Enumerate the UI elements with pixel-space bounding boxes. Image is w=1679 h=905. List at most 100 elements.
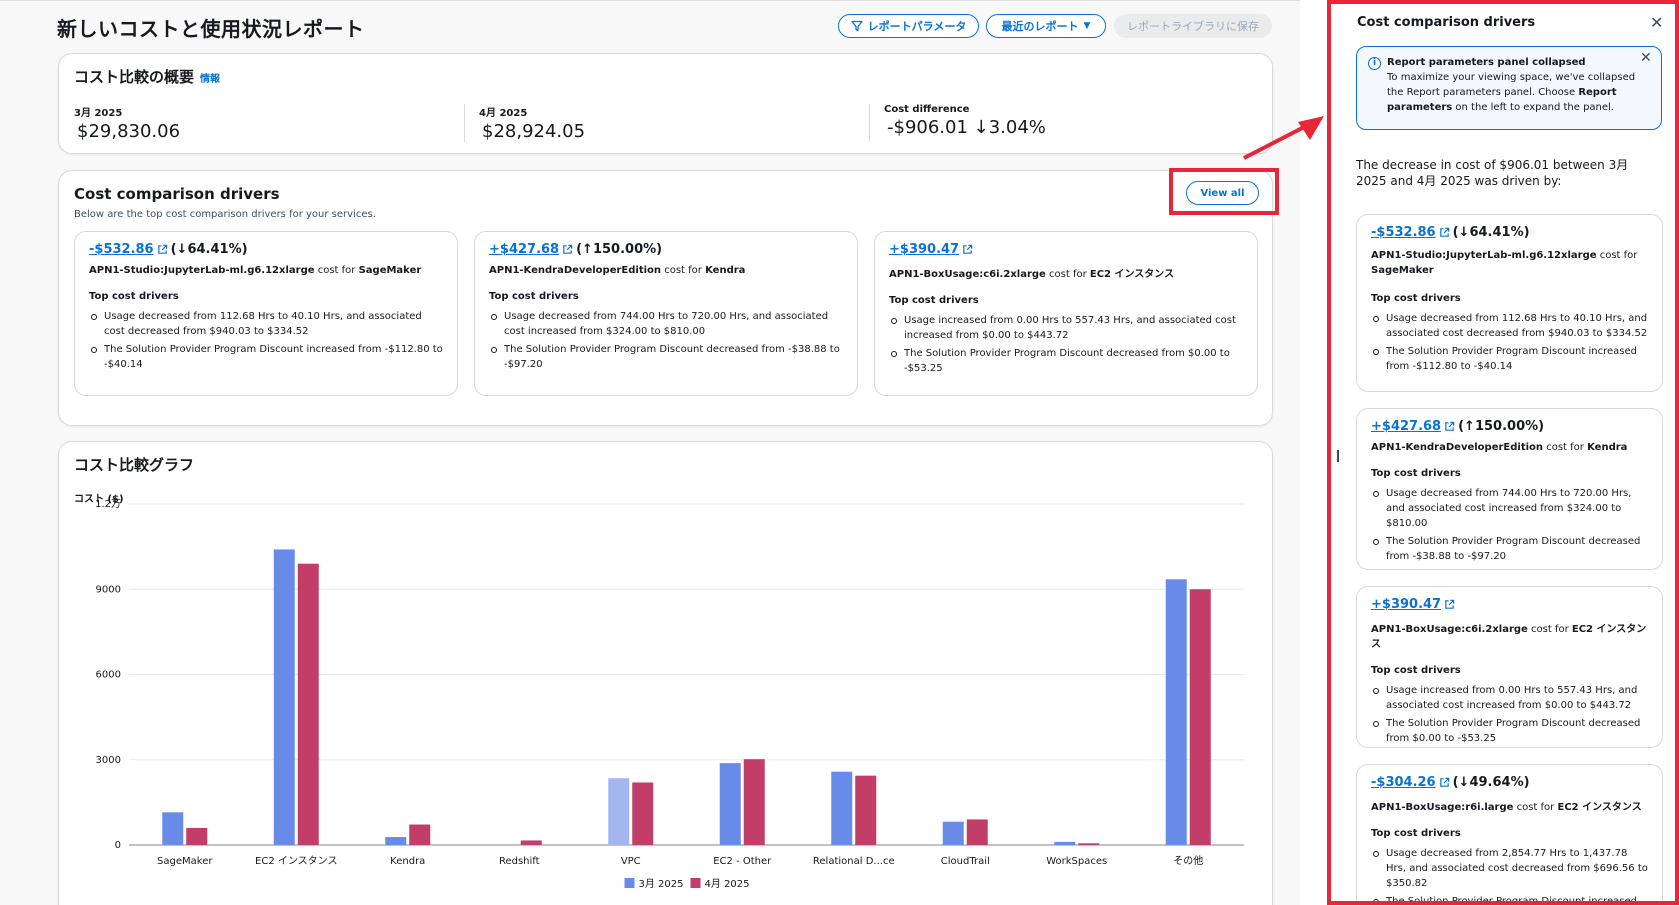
driver-item: APN1-BoxUsage:c6i.2xlarge [889, 269, 1046, 280]
x-tick-label: VPC [621, 856, 641, 867]
resize-handle[interactable] [1337, 450, 1339, 462]
recent-reports-button[interactable]: 最近のレポート ▼ [986, 14, 1106, 38]
driver-amount-link[interactable]: -$304.26 [1371, 775, 1436, 790]
bar [1189, 589, 1211, 845]
alert-text: To maximize your viewing space, we've co… [1387, 72, 1636, 98]
annotation-arrow-icon [1243, 116, 1324, 160]
external-link-icon[interactable] [1444, 421, 1455, 432]
cost-for-text: cost for [664, 265, 702, 276]
driver-amount-link[interactable]: -$532.86 [89, 242, 154, 257]
driver-bullet: Usage increased from 0.00 Hrs to 557.43 … [889, 313, 1243, 343]
top-cost-drivers-label: Top cost drivers [489, 291, 579, 302]
page-title: 新しいコストと使用状況レポート [57, 17, 365, 41]
chart-card: コスト比較グラフ コスト ($) 0 3000 6000 9000 1.2万 SageMa… [58, 441, 1273, 905]
driver-pct: (↑150.00%) [1458, 419, 1545, 434]
driver-bullet: The Solution Provider Program Discount d… [889, 346, 1243, 376]
cost-for-text: cost for [317, 265, 356, 276]
bar [831, 771, 853, 845]
external-link-icon[interactable] [562, 244, 573, 255]
driver-bullet: Usage decreased from 112.68 Hrs to 40.10… [1371, 311, 1648, 341]
driver-item: APN1-Studio:JupyterLab-ml.g6.12xlarge [1371, 250, 1597, 261]
driver-card: +$427.68 (↑150.00%) APN1-KendraDeveloper… [474, 231, 858, 396]
driver-pct: (↓49.64%) [1452, 775, 1530, 790]
y-tick-label: 1.2万 [95, 499, 121, 510]
top-cost-drivers-label: Top cost drivers [1371, 828, 1461, 839]
view-all-button[interactable]: View all [1186, 181, 1259, 205]
driver-service: Kendra [705, 265, 746, 276]
y-tick-label: 9000 [96, 584, 121, 595]
driver-pct: (↑150.00%) [576, 242, 663, 257]
top-cost-drivers-label: Top cost drivers [89, 291, 179, 302]
driver-bullet: Usage increased from 0.00 Hrs to 557.43 … [1371, 683, 1648, 713]
metric-value: $29,830.06 [77, 121, 181, 142]
driver-amount-link[interactable]: +$390.47 [889, 242, 960, 257]
external-link-icon[interactable] [1439, 777, 1450, 788]
recent-reports-label: 最近のレポート [1001, 20, 1079, 33]
external-link-icon[interactable] [962, 244, 973, 255]
driver-bullet: Usage decreased from 744.00 Hrs to 720.0… [1371, 486, 1648, 531]
driver-card: +$390.47 APN1-BoxUsage:c6i.2xlarge cost … [874, 231, 1258, 396]
driver-item: APN1-KendraDeveloperEdition [1371, 442, 1544, 453]
driver-item: APN1-Studio:JupyterLab-ml.g6.12xlarge [89, 265, 315, 276]
x-tick-label: Relational D...ce [813, 856, 895, 867]
side-panel-highlight [1327, 0, 1679, 905]
metric-label: 3月 2025 [74, 108, 123, 119]
driver-bullet: The Solution Provider Program Discount i… [89, 342, 443, 372]
driver-amount-link[interactable]: +$427.68 [489, 242, 560, 257]
driver-bullet: The Solution Provider Program Discount d… [489, 342, 843, 372]
bar [1078, 843, 1100, 845]
bar [743, 759, 765, 845]
external-link-icon[interactable] [1439, 227, 1450, 238]
divider [464, 104, 465, 142]
bar [162, 812, 184, 845]
x-tick-label: WorkSpaces [1046, 856, 1107, 867]
driver-amount-link[interactable]: +$427.68 [1371, 419, 1442, 434]
divider [869, 104, 870, 142]
driver-item: APN1-BoxUsage:r6i.large [1371, 802, 1514, 813]
driver-amount-link[interactable]: +$390.47 [1371, 597, 1442, 612]
bar [942, 821, 964, 845]
cost-comparison-chart: 0 3000 6000 9000 1.2万 SageMaker EC2 インスタンス Kend… [95, 499, 1244, 890]
driver-card: -$532.86 (↓64.41%) APN1-Studio:JupyterLa… [74, 231, 458, 396]
driver-bullet: Usage decreased from 112.68 Hrs to 40.10… [89, 309, 443, 339]
driver-bullet: Usage decreased from 744.00 Hrs to 720.0… [489, 309, 843, 339]
bar [409, 824, 431, 845]
dismiss-alert-icon[interactable]: ✕ [1640, 50, 1652, 66]
side-panel: Cost comparison drivers ✕ i Report param… [1330, 0, 1679, 905]
top-cost-drivers-label: Top cost drivers [1371, 665, 1461, 676]
cost-for-text: cost for [1049, 269, 1087, 280]
top-cost-drivers-label: Top cost drivers [889, 295, 979, 306]
external-link-icon[interactable] [1444, 599, 1455, 610]
view-all-label: View all [1200, 187, 1245, 199]
metric-label: 4月 2025 [479, 108, 528, 119]
bar [1165, 579, 1187, 845]
metric-march: 3月 2025 $29,830.06 [74, 104, 180, 142]
side-driver-card: +$390.47 APN1-BoxUsage:c6i.2xlarge cost … [1356, 586, 1663, 748]
metric-value: -$906.01 ↓3.04% [887, 117, 1046, 138]
report-parameters-button[interactable]: レポートパラメータ [838, 14, 979, 38]
legend-swatch [690, 878, 701, 888]
bar [719, 763, 741, 845]
driver-amount-link[interactable]: -$532.86 [1371, 225, 1436, 240]
driver-bullet: The Solution Provider Program Discount i… [1371, 344, 1648, 374]
alert-tail: on the left to expand the panel. [1455, 102, 1614, 113]
info-link[interactable]: 情報 [200, 74, 221, 85]
external-link-icon[interactable] [157, 244, 168, 255]
bar [608, 778, 630, 845]
side-panel-title: Cost comparison drivers [1357, 15, 1536, 30]
metric-value: $28,924.05 [482, 121, 586, 142]
bar [966, 819, 988, 845]
driver-item: APN1-BoxUsage:c6i.2xlarge [1371, 624, 1528, 635]
bar [273, 549, 295, 845]
driver-service: EC2 インスタンス [1371, 624, 1647, 650]
side-driver-card: -$532.86 (↓64.41%) APN1-Studio:JupyterLa… [1356, 214, 1663, 392]
x-tick-label: SageMaker [157, 856, 213, 867]
save-to-library-button[interactable]: レポートライブラリに保存 [1114, 14, 1272, 38]
metric-april: 4月 2025 $28,924.05 [479, 104, 585, 142]
y-tick-label: 0 [115, 840, 121, 851]
report-parameters-label: レポートパラメータ [867, 20, 967, 33]
driver-bullet: Usage decreased from 2,854.77 Hrs to 1,4… [1371, 846, 1648, 891]
info-icon: i [1368, 57, 1381, 70]
driver-bullet: The Solution Provider Program Discount d… [1371, 534, 1648, 564]
close-panel-icon[interactable]: ✕ [1650, 13, 1664, 32]
